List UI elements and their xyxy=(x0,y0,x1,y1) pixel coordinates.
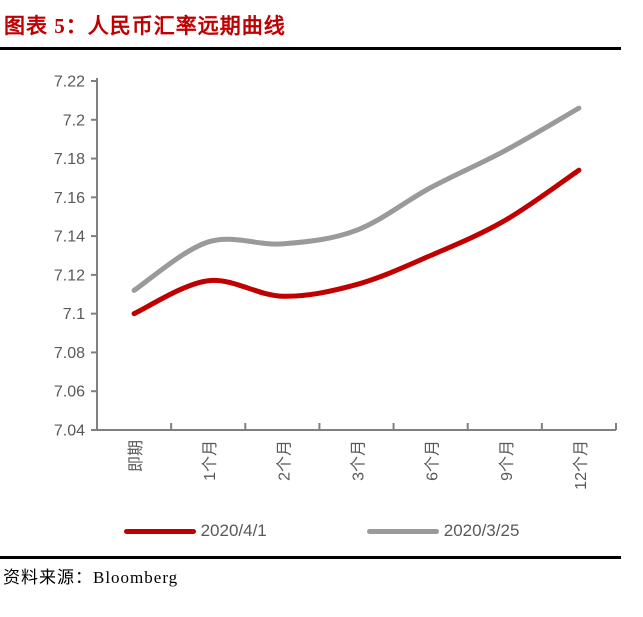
y-axis-label: 7.04 xyxy=(54,423,85,440)
legend-item-series0: 2020/4/1 xyxy=(123,521,267,541)
x-axis-label: 3个月 xyxy=(350,440,368,481)
legend-line-sample-red xyxy=(123,528,196,534)
x-axis-label: 即期 xyxy=(127,440,145,472)
y-axis-label: 7.14 xyxy=(54,229,85,246)
y-axis-label: 7.22 xyxy=(54,74,85,91)
figure-title: 图表 5：人民币汇率远期曲线 xyxy=(4,14,286,38)
x-axis-label: 12个月 xyxy=(572,440,590,490)
y-axis-label: 7.16 xyxy=(54,190,85,207)
y-axis-label: 7.2 xyxy=(63,112,85,129)
x-axis-label: 9个月 xyxy=(498,440,516,481)
y-axis-label: 7.18 xyxy=(54,151,85,168)
y-axis-label: 7.06 xyxy=(54,384,85,401)
x-axis-label: 6个月 xyxy=(424,440,442,481)
legend-line-sample-gray xyxy=(366,528,439,534)
title-divider-rule xyxy=(0,47,621,50)
data-source-note: 资料来源：Bloomberg xyxy=(3,568,179,587)
legend-item-series1: 2020/3/25 xyxy=(366,521,520,541)
x-axis-label: 2个月 xyxy=(275,440,293,481)
x-axis-label: 1个月 xyxy=(201,440,219,481)
chart-legend: 2020/4/1 2020/3/25 xyxy=(0,520,643,542)
y-axis-label: 7.1 xyxy=(63,306,85,323)
y-axis-label: 7.08 xyxy=(54,345,85,362)
forward-curve-chart: 7.04 7.06 7.08 7.1 7.12 7.14 7.16 7.18 7.2 7.22 即期… xyxy=(54,74,617,490)
y-axis-label: 7.12 xyxy=(54,267,85,284)
series-line-2020-4-1 xyxy=(131,167,582,317)
chart-area: 7.04 7.06 7.08 7.1 7.12 7.14 7.16 7.18 7.2 7.22 即期… xyxy=(0,60,643,510)
footer-divider-rule xyxy=(0,556,621,559)
legend-label-series1: 2020/3/25 xyxy=(443,521,520,540)
series-line-2020-3-25 xyxy=(131,105,582,293)
legend-label-series0: 2020/4/1 xyxy=(200,521,267,540)
